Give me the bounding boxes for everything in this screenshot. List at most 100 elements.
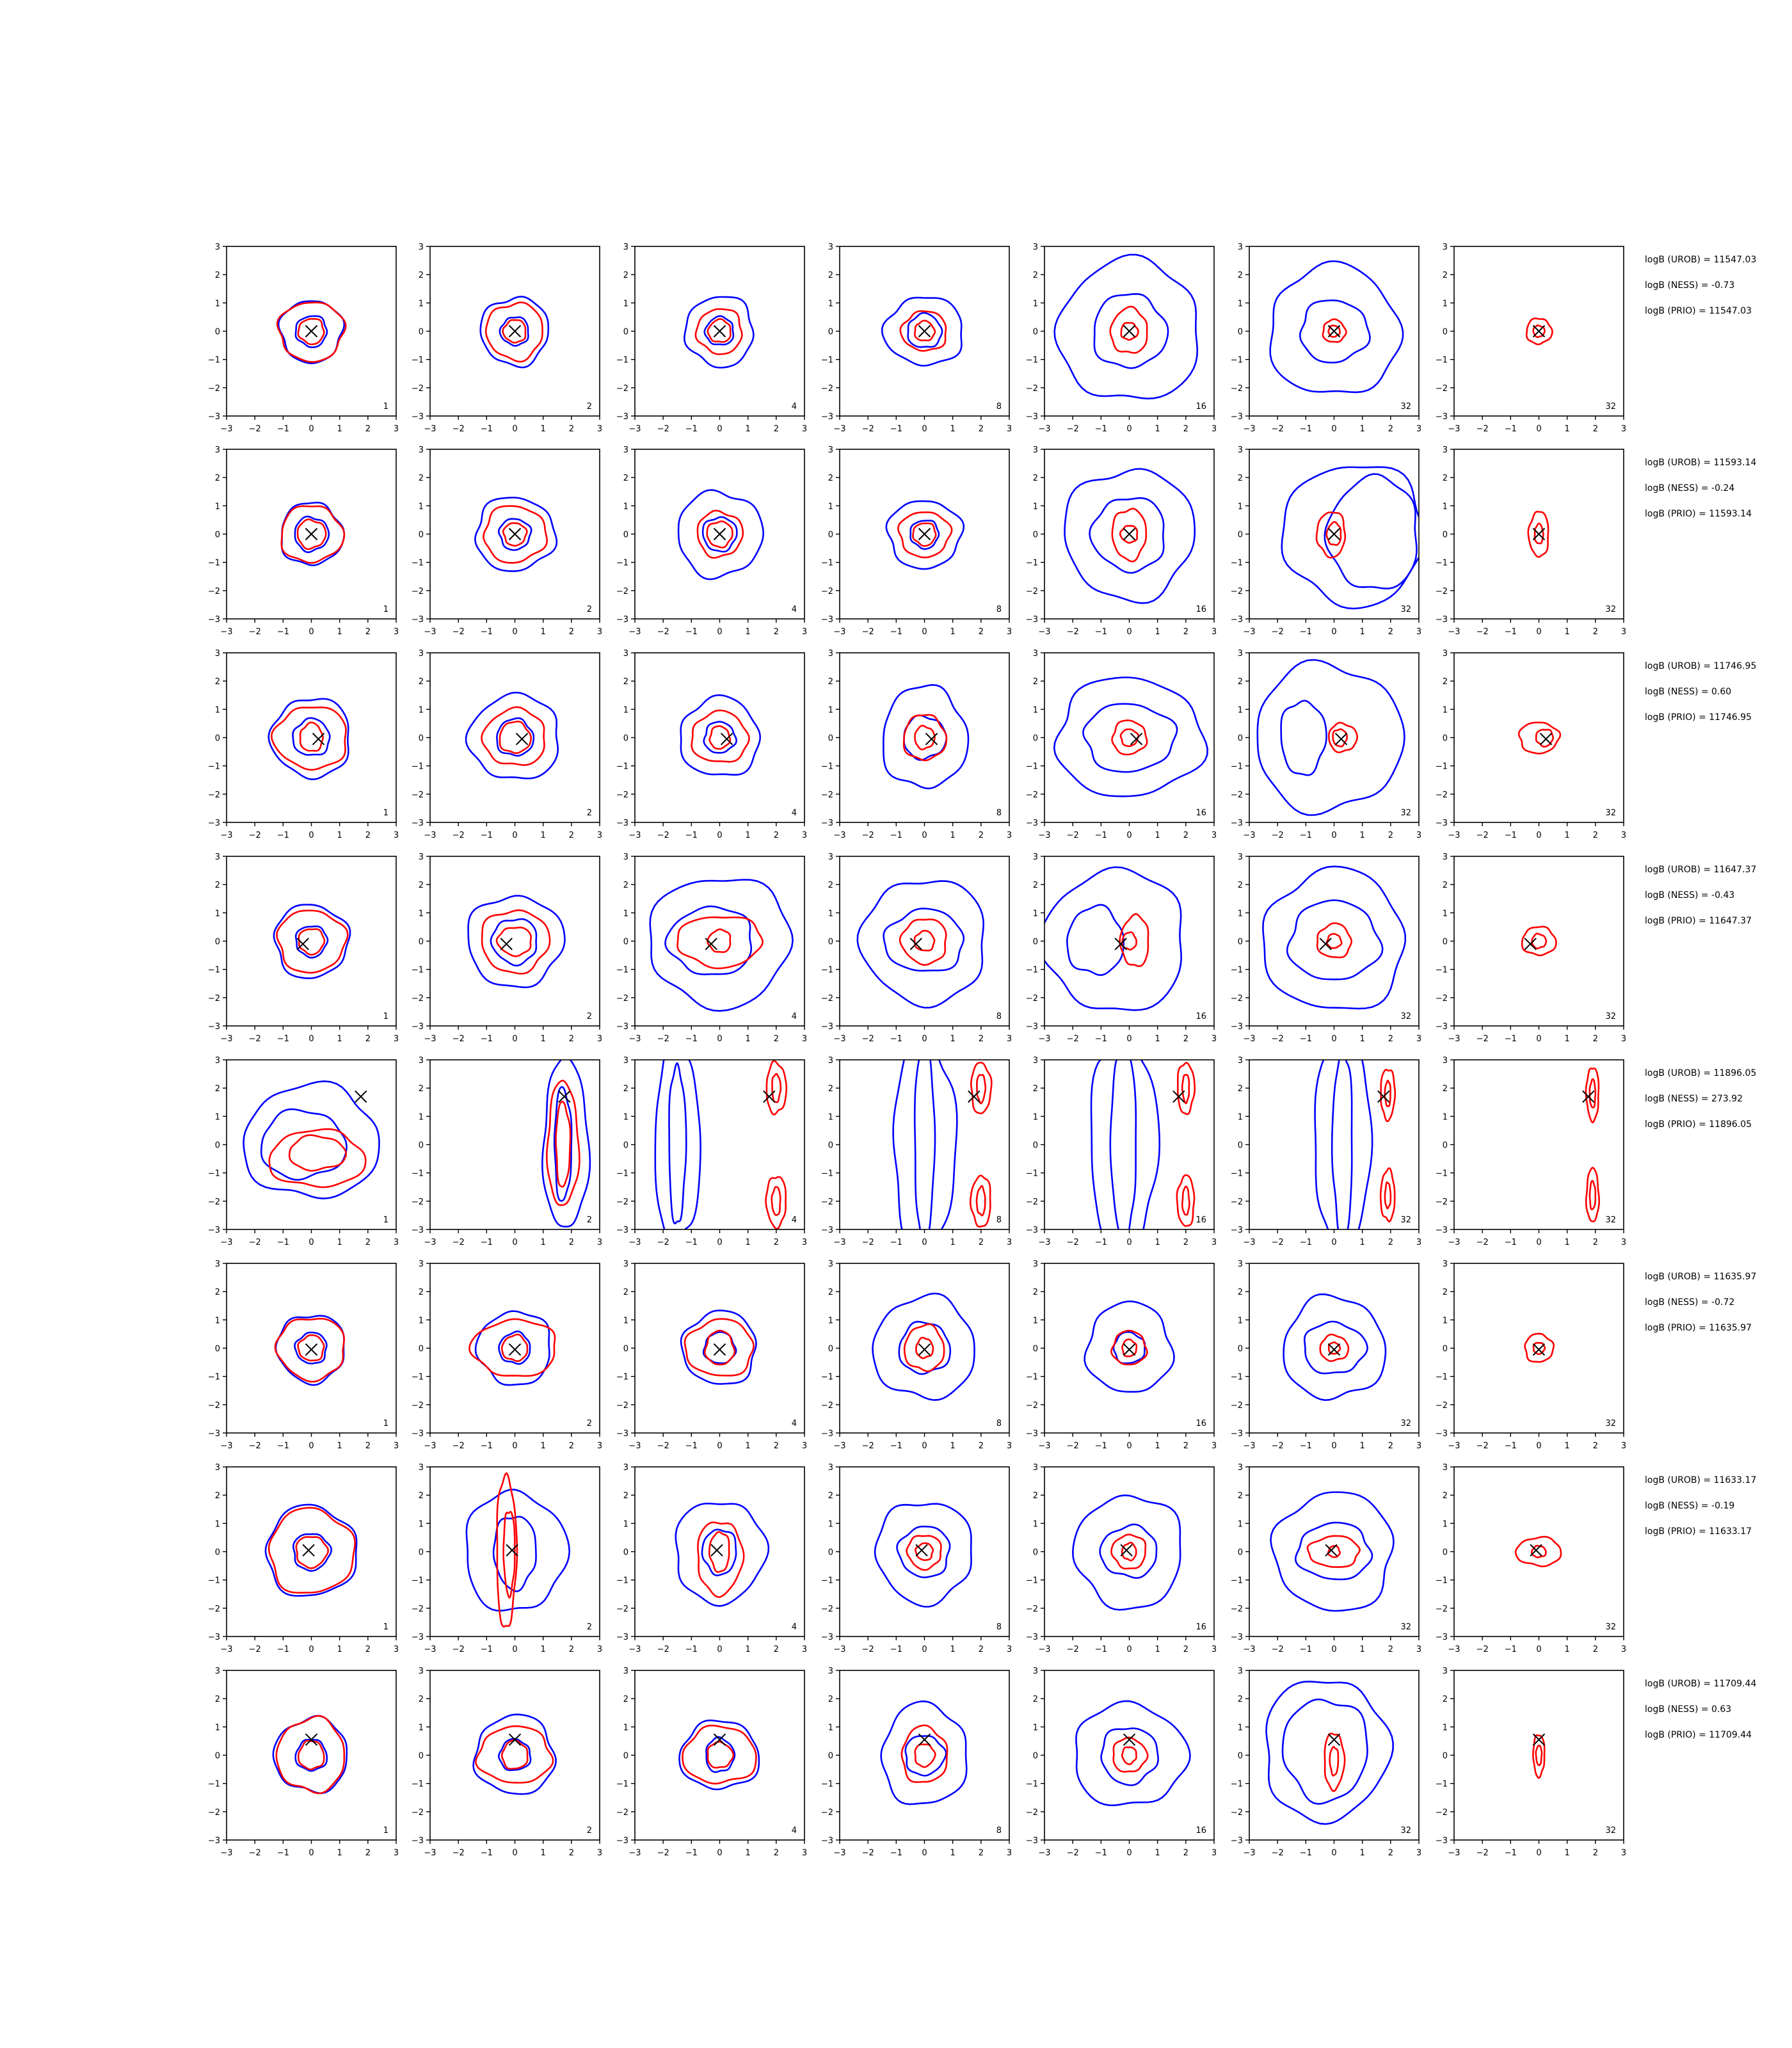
x-tick-label: 1 — [337, 424, 342, 434]
blue-contour — [1303, 1320, 1368, 1375]
panel: −3 −2 −1 0 1 2 3 −3 −2 −1 0 1 2 3 2 — [412, 1056, 602, 1247]
y-tick-label: 1 — [1443, 705, 1448, 715]
y-tick-label: 3 — [1033, 649, 1038, 659]
blue-contour — [1075, 1700, 1191, 1807]
x-marker — [305, 527, 318, 541]
y-tick-label: 2 — [419, 677, 424, 687]
x-tick-label: −3 — [628, 424, 641, 434]
x-tick-label: 3 — [1007, 1441, 1012, 1451]
y-tick-label: −2 — [821, 994, 833, 1004]
panel-label: 8 — [996, 1012, 1002, 1021]
x-tick-label: −2 — [657, 1441, 669, 1451]
x-tick-label: 1 — [1565, 1645, 1570, 1654]
y-tick-label: 0 — [1033, 1345, 1038, 1354]
x-tick-label: 1 — [746, 1848, 751, 1858]
y-tick-label: −2 — [1231, 790, 1243, 800]
x-tick-label: 2 — [365, 1034, 371, 1044]
panel: −3 −2 −1 0 1 2 3 −3 −2 −1 0 1 2 3 8 — [821, 1056, 1012, 1247]
y-tick-label: −3 — [616, 1633, 628, 1642]
x-tick-label: −1 — [685, 1441, 698, 1451]
red-contour — [899, 310, 947, 352]
y-tick-label: 2 — [828, 1491, 833, 1501]
x-tick-label: −1 — [1300, 1848, 1312, 1858]
y-tick-label: 1 — [623, 1112, 628, 1122]
y-tick-label: −2 — [1436, 1808, 1448, 1818]
y-tick-label: −2 — [412, 1401, 424, 1411]
x-tick-label: −3 — [628, 831, 641, 840]
y-tick-label: −3 — [208, 1226, 220, 1235]
x-tick-label: 3 — [597, 1848, 602, 1858]
red-contour — [274, 1318, 346, 1383]
x-marker-stroke — [1130, 733, 1143, 746]
red-contour — [915, 1542, 934, 1561]
y-tick-label: 1 — [1238, 1316, 1243, 1325]
y-tick-label: −1 — [1231, 966, 1243, 975]
x-tick-label: −1 — [1505, 424, 1517, 434]
x-marker-stroke — [508, 527, 522, 541]
y-tick-label: −3 — [1436, 1633, 1448, 1642]
x-tick-label: 0 — [1126, 1034, 1132, 1044]
x-tick-label: 3 — [1621, 1645, 1626, 1654]
logb-annotation: logB (NESS) = 0.63 — [1645, 1704, 1731, 1715]
axes-frame — [1249, 856, 1420, 1027]
x-tick-label: 2 — [1183, 1034, 1188, 1044]
y-tick-label: 1 — [828, 909, 833, 918]
y-tick-label: 3 — [1238, 649, 1243, 659]
y-tick-label: 1 — [419, 502, 424, 511]
x-tick-label: 2 — [774, 424, 779, 434]
axes-frame — [1249, 652, 1420, 823]
x-tick-label: 1 — [337, 627, 342, 637]
panel: −3 −2 −1 0 1 2 3 −3 −2 −1 0 1 2 3 8 — [821, 445, 1012, 637]
blue-contour — [474, 1310, 550, 1386]
y-tick-label: 0 — [215, 1752, 220, 1761]
panel-label: 32 — [1605, 1622, 1616, 1632]
y-tick-label: −3 — [821, 1022, 833, 1032]
x-marker — [713, 527, 726, 541]
y-tick-label: −2 — [208, 790, 220, 800]
red-contour — [1521, 925, 1557, 957]
x-tick-label: 1 — [1360, 1645, 1365, 1654]
x-tick-label: 3 — [1212, 1034, 1217, 1044]
x-tick-label: −1 — [481, 1848, 493, 1858]
y-tick-label: 3 — [215, 1056, 220, 1066]
y-tick-label: 0 — [828, 328, 833, 337]
y-tick-label: 3 — [623, 1463, 628, 1473]
x-marker — [1120, 1544, 1133, 1556]
x-tick-label: 0 — [512, 424, 517, 434]
x-marker — [1123, 1343, 1136, 1356]
x-marker — [1539, 733, 1553, 746]
axes-frame — [1453, 1670, 1624, 1841]
x-tick-label: −2 — [1476, 831, 1489, 840]
x-marker — [710, 1544, 723, 1556]
x-tick-label: −2 — [1272, 831, 1284, 840]
y-tick-label: 3 — [1443, 1463, 1448, 1473]
x-tick-label: −1 — [1300, 1034, 1312, 1044]
x-tick-label: 1 — [950, 1645, 956, 1654]
y-tick-label: 2 — [1238, 677, 1243, 687]
x-marker-stroke — [918, 1343, 931, 1356]
x-tick-label: 1 — [950, 627, 956, 637]
y-tick-label: 2 — [1033, 271, 1038, 280]
x-tick-label: 3 — [597, 1034, 602, 1044]
red-contour — [276, 909, 349, 974]
x-tick-label: −3 — [1243, 627, 1255, 637]
panel-label: 32 — [1400, 605, 1411, 614]
x-tick-label: 1 — [746, 424, 751, 434]
x-tick-label: −3 — [1448, 627, 1460, 637]
red-contour — [1119, 525, 1139, 544]
x-marker — [918, 1343, 931, 1356]
x-tick-label: 2 — [1388, 1034, 1393, 1044]
x-marker-stroke — [506, 1544, 518, 1556]
blue-contour — [1286, 899, 1384, 980]
logb-annotation: logB (PRIO) = 11709.44 — [1645, 1730, 1752, 1740]
plot-area — [1053, 676, 1208, 797]
blue-contour — [885, 500, 965, 570]
x-marker-stroke — [909, 938, 922, 950]
panel-label: 32 — [1605, 1215, 1616, 1225]
x-tick-label: −1 — [481, 627, 493, 637]
y-tick-label: 2 — [623, 1491, 628, 1501]
y-tick-label: 0 — [1033, 734, 1038, 744]
red-contour — [1379, 1167, 1396, 1222]
red-contour — [1111, 508, 1148, 563]
y-tick-label: −2 — [1436, 587, 1448, 596]
